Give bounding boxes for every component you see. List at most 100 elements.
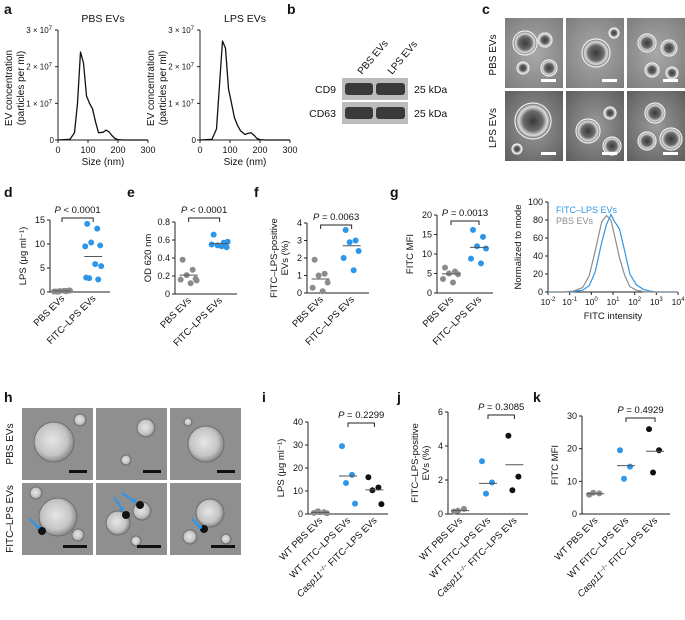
e-point: [218, 243, 225, 250]
f-point: [350, 267, 357, 274]
blot-band: [376, 83, 405, 95]
e-point: [208, 241, 215, 248]
blot-lane-label: PBS EVs: [356, 38, 391, 77]
hist-y-tick-label: 100: [528, 197, 543, 207]
nta-y-tick-label-0: 3 × 107: [26, 26, 52, 35]
f-point: [311, 256, 318, 263]
vesicle: [73, 413, 87, 427]
vesicle: [644, 62, 660, 78]
arrow-head: [198, 525, 202, 529]
d-point: [95, 276, 102, 283]
nta-title-0: PBS EVs: [81, 13, 124, 25]
nta-curve-0: [57, 51, 148, 141]
vesicle: [537, 32, 553, 48]
vesicle: [516, 61, 530, 75]
tem-image: [566, 18, 624, 88]
vesicle: [187, 425, 225, 463]
hist-x-tick-label: 102: [628, 297, 641, 307]
gold-particle: [38, 527, 46, 535]
j-y-label: FITC–LPS-positive: [410, 423, 421, 503]
tem-image: [505, 18, 563, 88]
nta-x-tick-label-1: 200: [252, 145, 267, 155]
nta-x-tick-label-0: 300: [140, 145, 155, 155]
blot-band: [345, 107, 373, 119]
tem-image: [627, 18, 685, 88]
immunogold-row-label: FITC–LPS EVs: [5, 485, 16, 553]
e-y-tick-label: 0: [165, 289, 170, 299]
vesicle: [608, 27, 620, 39]
vesicle: [659, 127, 683, 151]
vesicle: [637, 131, 657, 151]
k-point: [617, 447, 623, 454]
i-point: [343, 479, 349, 486]
immunogold-image: [22, 483, 93, 555]
k-y-tick-label: 30: [567, 411, 577, 421]
j-y-tick-label: 2: [438, 475, 443, 485]
k-point: [590, 489, 597, 496]
g-point: [483, 245, 489, 252]
vesicle: [136, 418, 156, 438]
blot-size-label: 25 kDa: [414, 84, 447, 96]
i-point: [349, 471, 355, 478]
nta-y-label-1: EV concentration: [146, 50, 157, 126]
g-point: [478, 260, 484, 267]
g-y-tick-label: 15: [422, 230, 432, 240]
vesicle: [220, 533, 232, 545]
gold-particle: [136, 501, 144, 509]
nta-x-label-1: Size (nm): [224, 157, 267, 168]
hist-legend-entry: PBS EVs: [556, 216, 594, 226]
vesicle: [71, 528, 85, 542]
vesicle: [182, 529, 198, 545]
em-background: [96, 408, 167, 480]
panel-letter-c: c: [482, 1, 490, 17]
blot-band: [376, 107, 405, 119]
panel-letter-e: e: [127, 184, 135, 200]
i-point: [375, 484, 382, 491]
i-p-value: P = 0.2299: [338, 410, 384, 421]
vesicle: [540, 59, 558, 77]
scale-bar: [137, 545, 161, 548]
e-point: [189, 266, 196, 273]
nta-x-tick-label-0: 100: [80, 145, 95, 155]
arrow-head: [120, 507, 124, 511]
d-y-tick-label: 0: [40, 287, 45, 297]
vesicle: [644, 102, 666, 124]
immunogold-image: [96, 483, 167, 555]
k-y-tick-label: 0: [572, 509, 577, 519]
d-point: [98, 263, 105, 270]
j-point: [515, 473, 522, 480]
immunogold-image: [170, 408, 241, 480]
immunogold-image: [22, 408, 93, 480]
blot-row-label: CD63: [309, 108, 336, 120]
k-point: [646, 426, 653, 433]
d-point: [83, 274, 90, 281]
panel-letter-a: a: [4, 1, 12, 17]
f-y-label: FITC–LPS-positive: [269, 218, 280, 298]
k-point: [650, 469, 657, 476]
e-y-label: OD 620 nm: [143, 234, 154, 283]
nta-y-tick-label-0: 2 × 107: [26, 63, 52, 72]
nta-x-tick-label-0: 0: [55, 145, 60, 155]
g-point: [474, 243, 480, 250]
tem-background: [627, 91, 685, 161]
i-point: [315, 508, 321, 515]
nta-y-tick-label-1: 2 × 107: [168, 63, 194, 72]
nta-y-tick-label-1: 0: [192, 136, 197, 145]
nta-y-label-0b: (particles per ml): [16, 51, 27, 125]
g-p-value: P = 0.0013: [442, 208, 488, 219]
scale-bar: [663, 152, 678, 155]
nta-curve-1: [199, 40, 290, 141]
scale-bar: [63, 545, 87, 548]
nta-y-tick-label-1: 3 × 107: [168, 26, 194, 35]
j-point: [483, 490, 489, 497]
k-y-tick-label: 10: [567, 476, 577, 486]
nta-y-label-0: EV concentration: [4, 50, 15, 126]
f-y-tick-label: 0: [297, 288, 302, 298]
vesicle: [514, 102, 552, 140]
d-point: [94, 225, 101, 232]
d-point: [82, 243, 89, 250]
vesicle: [637, 33, 657, 53]
i-y-tick-label: 30: [293, 440, 303, 450]
blot-row-label: CD9: [315, 84, 336, 96]
